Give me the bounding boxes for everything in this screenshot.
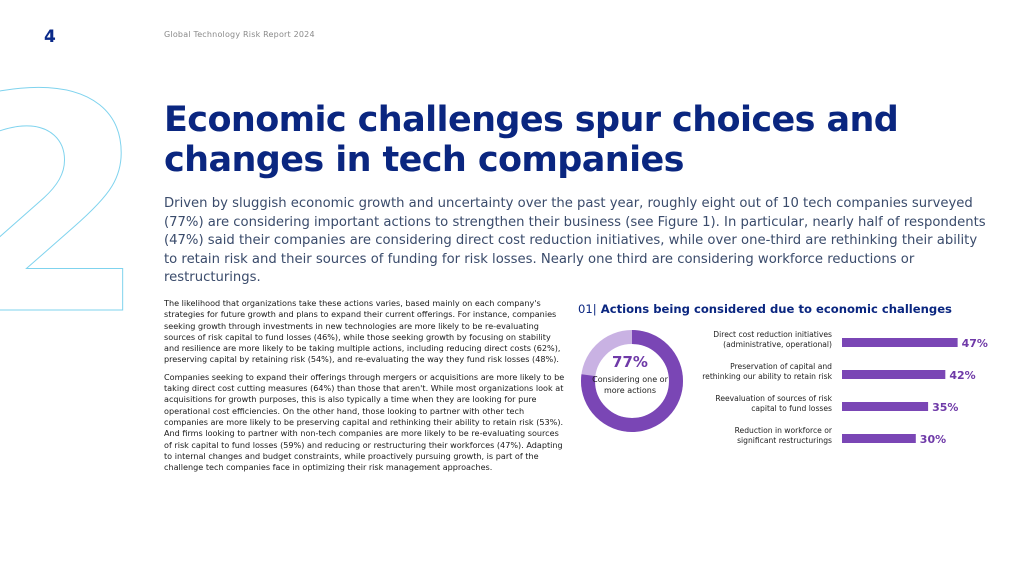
- figure-title: 01| Actions being considered due to econ…: [578, 302, 952, 316]
- lead-paragraph: Driven by sluggish economic growth and u…: [164, 196, 986, 285]
- bar-label-4-line-1: Reduction in workforce or: [735, 426, 833, 435]
- bar-value-2: 42%: [949, 369, 975, 382]
- bar-1: [842, 338, 958, 347]
- bar-label-2-line-2: rethinking our ability to retain risk: [702, 372, 832, 381]
- bar-4: [842, 434, 916, 443]
- body-text: The likelihood that organizations take t…: [164, 298, 568, 479]
- figure-number: 01|: [578, 302, 597, 316]
- section-numeral-text: 2: [0, 60, 149, 330]
- bar-label-4-line-2: significant restructurings: [737, 436, 832, 445]
- bar-chart: Direct cost reduction initiatives(admini…: [702, 330, 988, 446]
- body-paragraph-2: Companies seeking to expand their offeri…: [164, 371, 565, 473]
- bar-value-4: 30%: [920, 433, 946, 446]
- body-paragraph-1: The likelihood that organizations take t…: [164, 298, 561, 365]
- donut-center-value: 77%: [612, 353, 648, 371]
- bar-label-2-line-1: Preservation of capital and: [730, 362, 832, 371]
- section-numeral: 2: [0, 60, 149, 330]
- report-title: Global Technology Risk Report 2024: [164, 30, 315, 39]
- bar-value-3: 35%: [932, 401, 958, 414]
- bar-label-1-line-1: Direct cost reduction initiatives: [713, 330, 832, 339]
- donut-center-label: Considering one or more actions: [592, 375, 668, 395]
- bar-label-3-line-2: capital to fund losses: [751, 404, 832, 413]
- bar-value-1: 47%: [962, 337, 988, 350]
- bar-label-3-line-1: Reevaluation of sources of risk: [715, 394, 832, 403]
- headline: Economic challenges spur choices and cha…: [164, 100, 899, 180]
- figure-title-text: Actions being considered due to economic…: [600, 302, 952, 316]
- bar-label-1-line-2: (administrative, operational): [723, 340, 832, 349]
- page-number: 4: [44, 27, 56, 47]
- bar-3: [842, 402, 929, 411]
- donut-chart: [581, 330, 683, 432]
- donut-slice-main: [581, 330, 683, 432]
- bar-2: [842, 370, 946, 379]
